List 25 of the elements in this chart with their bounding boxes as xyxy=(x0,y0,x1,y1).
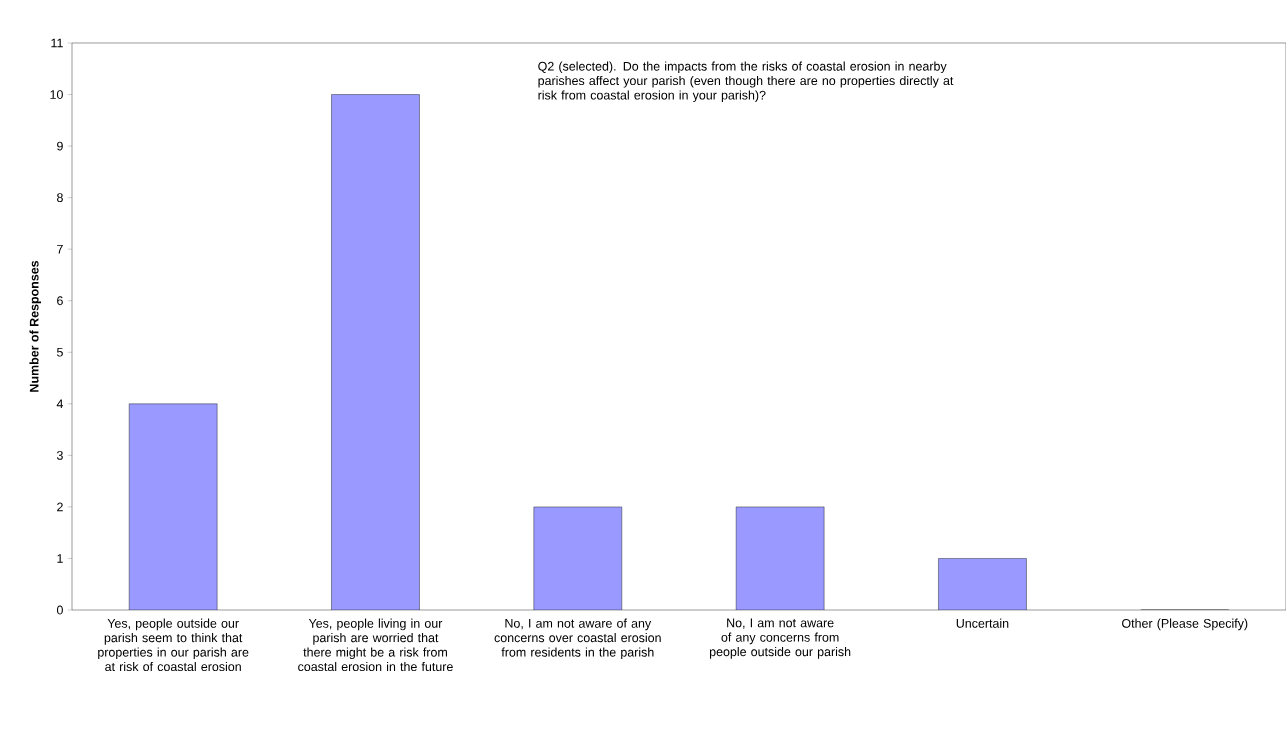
x-tick-label: No, I am not aware of any concerns from people outside our parish xyxy=(709,618,851,659)
y-axis-title: Number of Responses xyxy=(29,260,42,392)
y-tick-label: 9 xyxy=(57,141,63,151)
y-tick-label: 7 xyxy=(57,244,63,254)
bar xyxy=(128,403,218,610)
y-tick-label: 11 xyxy=(51,38,63,48)
y-tick-label: 0 xyxy=(56,605,63,615)
bar xyxy=(533,506,623,610)
y-tick-label: 6 xyxy=(57,296,63,306)
x-tick-label: Yes, people outside our parish seem to think that properties in our parish are at risk of coastal erosion xyxy=(98,618,249,672)
x-tick-label: Other (Please Specify) xyxy=(1122,618,1248,631)
bar xyxy=(938,558,1027,610)
bar xyxy=(735,506,825,610)
annotation: Q2 (selected). Do the impacts from the risks of coastal erosion in nearby parishes affect your parish (even though there are no properties directly at risk from coastal erosion in your parish)? xyxy=(538,61,954,103)
x-tick-label: No, I am not aware of any concerns over coastal erosion from residents in the parish xyxy=(494,618,661,660)
y-tick-label: 8 xyxy=(57,193,63,203)
x-tick-label: Yes, people living in our parish are worried that there might be a risk from coastal erosion in the future xyxy=(298,618,453,672)
x-tick-label: Uncertain xyxy=(956,618,1009,628)
y-tick-label: 2 xyxy=(57,502,63,512)
bar xyxy=(331,94,420,610)
y-tick-label: 3 xyxy=(56,450,63,460)
y-tick-label: 5 xyxy=(56,347,63,357)
y-tick-label: 4 xyxy=(56,399,64,409)
y-tick-label: 1 xyxy=(57,554,63,563)
y-tick-label: 10 xyxy=(50,90,63,99)
